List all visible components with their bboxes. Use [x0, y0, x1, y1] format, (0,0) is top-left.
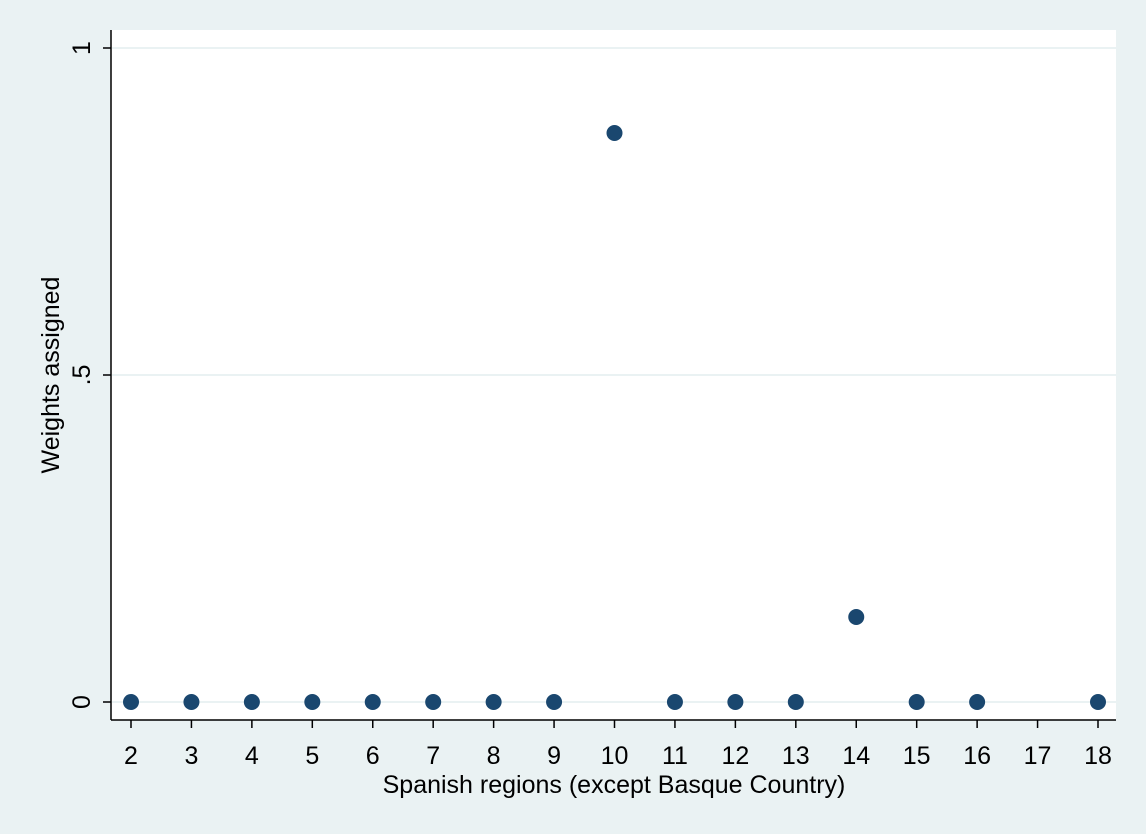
data-point-region-15: [908, 694, 925, 710]
data-point-region-14: [848, 608, 865, 625]
data-point-region-18: [1090, 694, 1106, 710]
data-point-region-9: [546, 694, 563, 710]
x-tick-label-8: 10: [601, 742, 629, 770]
gridlines: [112, 47, 1116, 703]
y-tick-label-1: .5: [68, 365, 96, 386]
x-tick-label-7: 9: [547, 742, 561, 770]
x-tick-label-6: 8: [487, 742, 501, 770]
x-tick-label-5: 7: [426, 742, 440, 770]
x-tick-label-9: 11: [662, 742, 688, 770]
y-axis-title: Weights assigned: [37, 277, 65, 474]
data-point-region-5: [304, 694, 321, 710]
data-point-region-7: [425, 694, 442, 710]
data-point-region-2: [123, 694, 139, 710]
y-tick-label-0: 0: [68, 695, 96, 709]
x-tick-label-3: 5: [305, 742, 319, 770]
x-tick-label-1: 3: [184, 742, 198, 770]
x-axis-ticks: 2 3 4 5 6 7 8 9 10 11 12 13 14 15 16 17 18: [124, 720, 1112, 770]
x-axis-title: Spanish regions (except Basque Country): [383, 771, 846, 799]
y-tick-label-2: 1: [68, 41, 96, 55]
x-tick-label-0: 2: [124, 742, 138, 770]
x-tick-label-16: 18: [1084, 742, 1112, 770]
x-tick-label-14: 16: [963, 742, 991, 770]
x-tick-label-12: 14: [842, 742, 870, 770]
data-point-region-10: [606, 125, 623, 142]
data-point-region-6: [364, 694, 381, 710]
data-points: [123, 125, 1106, 710]
data-point-region-11: [666, 694, 683, 710]
y-axis-ticks: 0.51: [68, 41, 111, 709]
x-tick-label-4: 6: [366, 742, 380, 770]
data-point-region-12: [727, 694, 744, 710]
data-point-region-13: [787, 694, 804, 710]
data-point-region-3: [183, 694, 200, 710]
data-point-region-16: [969, 694, 986, 710]
data-point-region-8: [485, 694, 502, 710]
x-tick-label-11: 13: [782, 742, 810, 770]
data-point-region-4: [243, 694, 260, 710]
x-tick-label-13: 15: [903, 742, 931, 770]
x-tick-label-10: 12: [721, 742, 749, 770]
x-tick-label-15: 17: [1024, 742, 1052, 770]
x-tick-label-2: 4: [245, 742, 259, 770]
